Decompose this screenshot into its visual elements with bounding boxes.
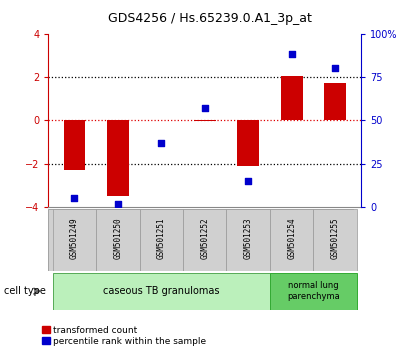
Point	[71, 195, 78, 201]
FancyBboxPatch shape	[183, 209, 226, 271]
FancyBboxPatch shape	[270, 273, 357, 310]
Text: GSM501249: GSM501249	[70, 218, 79, 259]
Bar	[324, 84, 346, 120]
Bar	[281, 76, 302, 120]
Text: cell type: cell type	[4, 286, 46, 296]
Text: normal lung
parenchyma: normal lung parenchyma	[287, 281, 340, 301]
FancyBboxPatch shape	[139, 209, 183, 271]
Bar	[63, 120, 85, 170]
Text: GSM501253: GSM501253	[244, 218, 253, 259]
FancyBboxPatch shape	[270, 209, 313, 271]
Text: GSM501250: GSM501250	[113, 218, 122, 259]
FancyBboxPatch shape	[52, 209, 96, 271]
Legend: transformed count, percentile rank within the sample: transformed count, percentile rank withi…	[42, 326, 206, 346]
Bar	[194, 120, 215, 121]
FancyBboxPatch shape	[52, 273, 270, 310]
FancyBboxPatch shape	[226, 209, 270, 271]
FancyBboxPatch shape	[313, 209, 357, 271]
Text: GDS4256 / Hs.65239.0.A1_3p_at: GDS4256 / Hs.65239.0.A1_3p_at	[108, 12, 312, 25]
Text: GSM501255: GSM501255	[331, 218, 340, 259]
Bar	[107, 120, 129, 196]
Text: GSM501251: GSM501251	[157, 218, 166, 259]
Point	[158, 140, 165, 146]
Text: caseous TB granulomas: caseous TB granulomas	[103, 286, 220, 296]
Text: GSM501252: GSM501252	[200, 218, 209, 259]
Point	[288, 52, 295, 57]
Text: GSM501254: GSM501254	[287, 218, 296, 259]
Point	[115, 201, 121, 206]
Point	[332, 65, 339, 71]
Point	[202, 105, 208, 111]
Point	[245, 178, 252, 184]
FancyBboxPatch shape	[96, 209, 139, 271]
Bar	[237, 120, 259, 166]
FancyBboxPatch shape	[48, 209, 352, 271]
